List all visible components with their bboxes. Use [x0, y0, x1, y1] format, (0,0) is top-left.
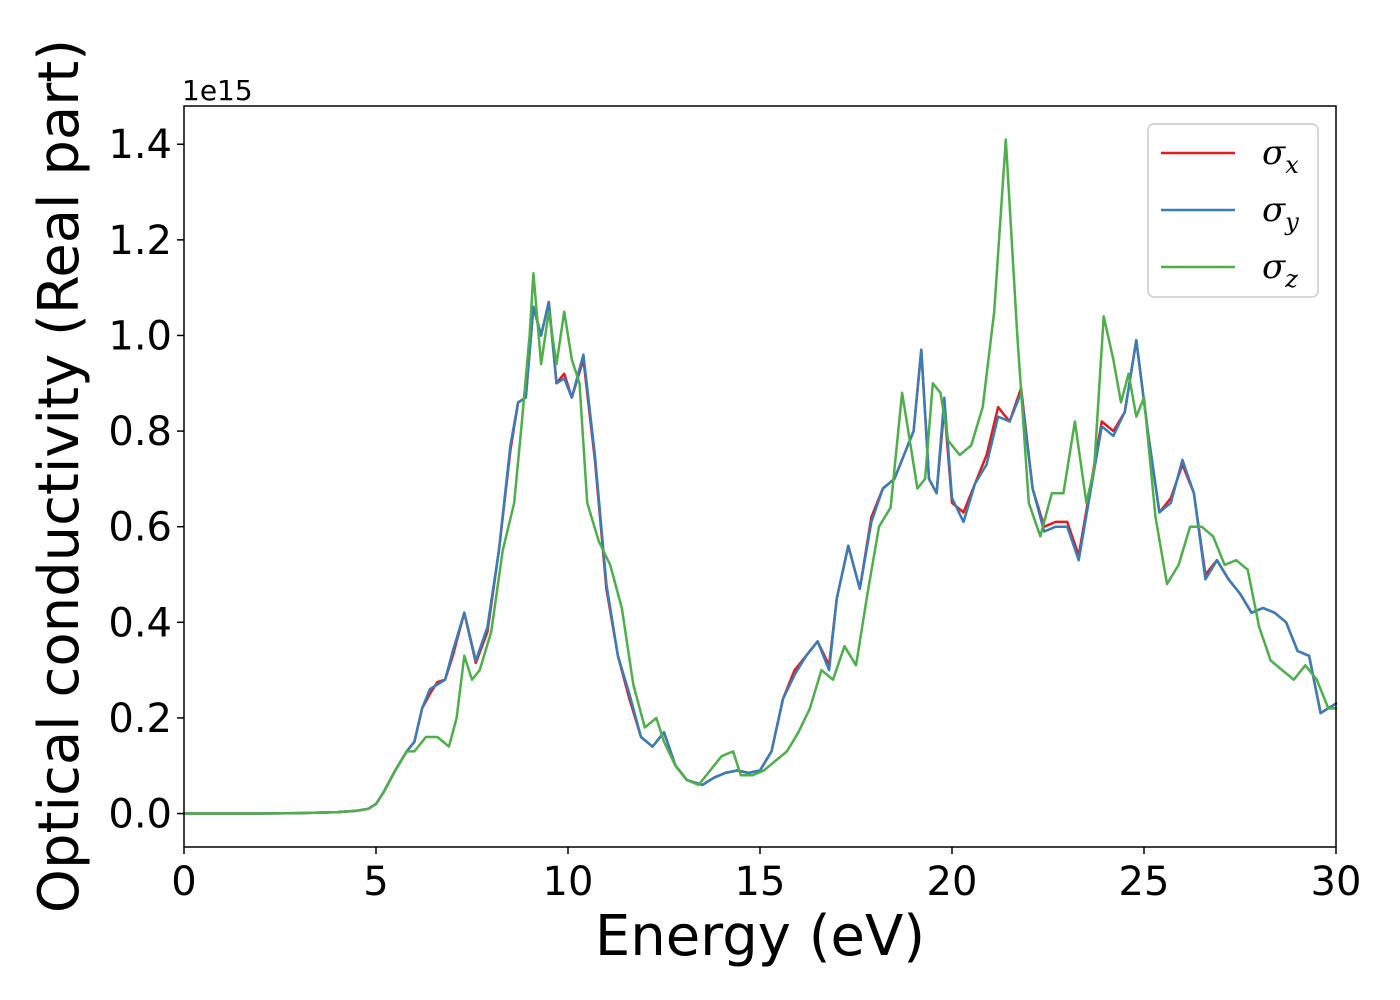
y-tick-label: 1.2 — [108, 218, 172, 264]
x-axis-label: Energy (eV) — [595, 904, 925, 969]
series-layer — [182, 138, 1338, 815]
series-line-sigma-z — [182, 138, 1338, 815]
legend-label-sigma-y: σy — [1262, 190, 1299, 236]
y-axis-label: Optical conductivity (Real part) — [27, 39, 92, 913]
legend-subscript: x — [1285, 151, 1299, 179]
y-tick-label: 0.0 — [108, 792, 172, 838]
y-tick-label: 0.2 — [108, 696, 172, 742]
x-tick-label: 25 — [1119, 859, 1170, 905]
y-axis-ticks: 0.0 0.2 0.4 0.6 0.8 1.0 1.2 1.4 — [108, 122, 184, 838]
y-tick-label: 1.4 — [108, 122, 172, 168]
x-tick-label: 30 — [1311, 859, 1362, 905]
x-tick-label: 10 — [543, 859, 594, 905]
y-tick-label: 0.4 — [108, 600, 172, 646]
y-offset-label: 1e15 — [182, 74, 253, 107]
legend-subscript: y — [1284, 208, 1299, 236]
x-tick-label: 0 — [171, 859, 196, 905]
x-tick-label: 5 — [363, 859, 388, 905]
y-tick-label: 0.6 — [108, 505, 172, 551]
plot-background — [184, 106, 1336, 847]
legend-subscript: z — [1284, 265, 1298, 293]
x-tick-label: 20 — [927, 859, 978, 905]
x-axis-ticks: 0 5 10 15 20 25 30 — [171, 847, 1361, 905]
x-tick-label: 15 — [735, 859, 786, 905]
y-tick-label: 0.8 — [108, 409, 172, 455]
y-tick-label: 1.0 — [108, 313, 172, 359]
